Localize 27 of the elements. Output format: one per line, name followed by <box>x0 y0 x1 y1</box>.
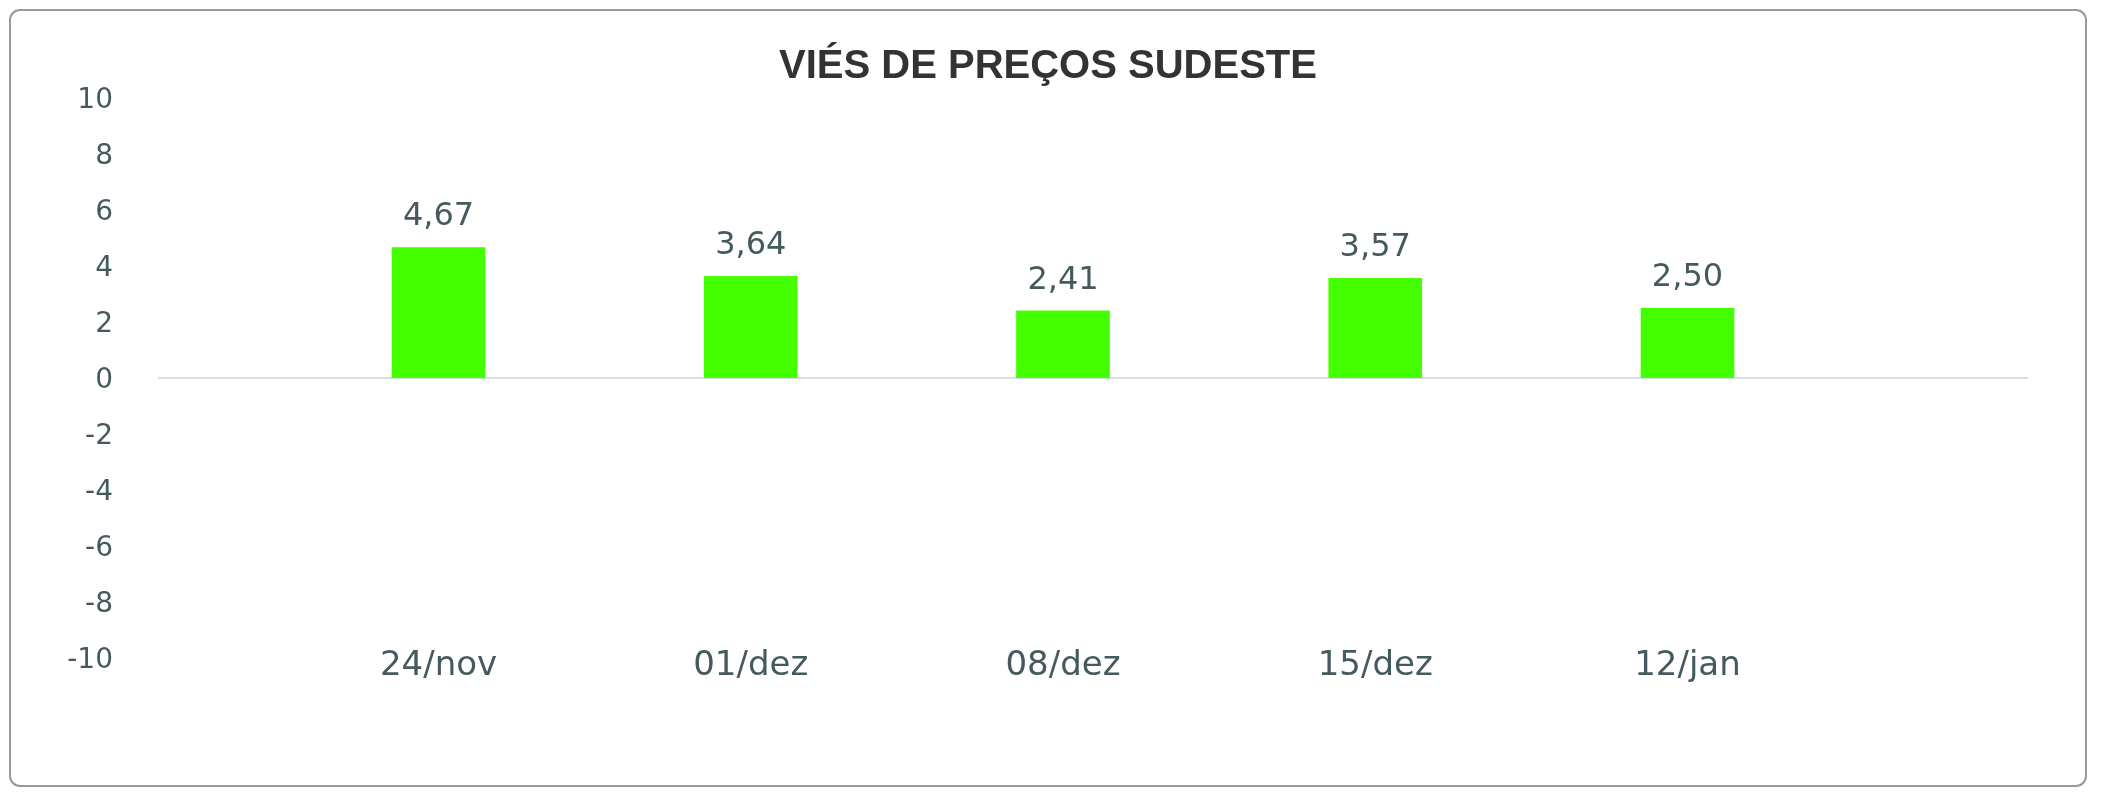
data-label: 2,41 <box>1027 258 1099 297</box>
y-tick-label: -8 <box>85 585 113 619</box>
y-tick-label: 8 <box>95 137 113 171</box>
y-tick-label: -4 <box>85 473 113 507</box>
y-tick-label: 6 <box>95 193 113 227</box>
x-tick-label: 24/nov <box>379 642 498 683</box>
bar <box>1328 278 1423 378</box>
data-label: 3,64 <box>715 224 787 263</box>
y-tick-label: -6 <box>85 529 113 563</box>
y-tick-label: 0 <box>95 361 113 395</box>
data-label: 2,50 <box>1651 256 1724 294</box>
bar <box>391 247 486 378</box>
y-tick-label: 4 <box>95 249 113 283</box>
y-tick-label: -10 <box>67 641 113 675</box>
data-label: 4,67 <box>402 195 475 234</box>
x-tick-label: 01/dez <box>693 642 809 683</box>
bar <box>1640 308 1735 378</box>
chart-title: VIÉS DE PREÇOS SUDESTE <box>779 42 1317 86</box>
x-tick-label: 12/jan <box>1634 642 1741 683</box>
y-tick-label: 2 <box>95 305 113 339</box>
bar <box>703 276 798 378</box>
y-tick-label: 10 <box>77 81 113 115</box>
x-tick-label: 15/dez <box>1317 642 1433 683</box>
bar <box>1016 310 1110 378</box>
y-tick-label: -2 <box>85 417 113 451</box>
data-label: 3,57 <box>1339 226 1411 265</box>
x-tick-label: 08/dez <box>1005 642 1121 683</box>
